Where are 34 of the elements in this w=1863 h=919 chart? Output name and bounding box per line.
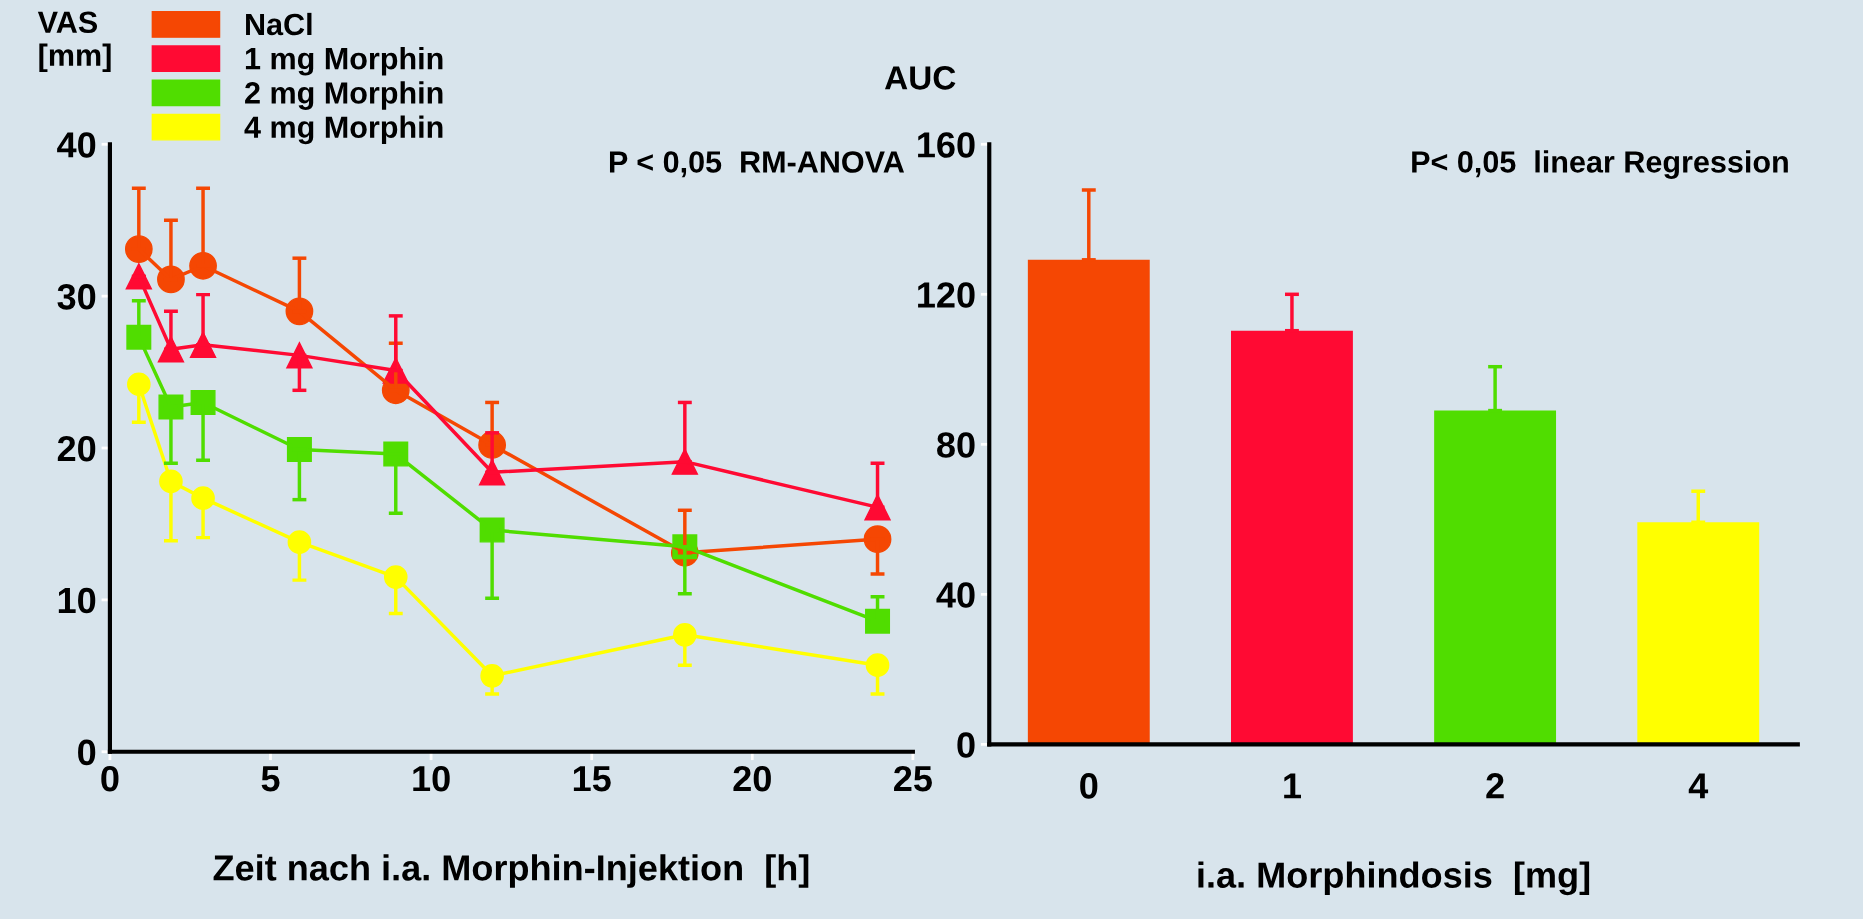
legend-label: 4 mg Morphin — [244, 115, 443, 145]
bar — [1231, 330, 1353, 745]
y-tick-label: 0 — [78, 739, 96, 766]
x-tick-label: 0 — [101, 765, 119, 792]
y-tick-label: 20 — [57, 435, 96, 462]
y-tick-label: 10 — [58, 587, 96, 614]
bar — [1637, 522, 1760, 745]
legend-label: 1 mg Morphin — [245, 47, 443, 76]
x-tick-label: 25 — [894, 765, 932, 792]
y-tick-label: 40 — [936, 582, 975, 608]
x-axis-title: Zeit nach i.a. Morphin-Injektion [h] — [213, 854, 809, 888]
x-tick-label: 5 — [261, 766, 280, 792]
y-tick-label: 0 — [957, 732, 975, 758]
y-tick-label: 160 — [918, 132, 975, 158]
legend-label: NaCl — [246, 12, 312, 36]
y-tick-label: 80 — [937, 432, 975, 458]
x-tick-label: 15 — [573, 766, 611, 792]
annotation: P < 0,05 RM-ANOVA — [609, 151, 905, 178]
y-tick-label: 40 — [57, 132, 96, 158]
annotation: P< 0,05 linear Regression — [1412, 150, 1788, 179]
y-axis-title: AUC — [884, 66, 956, 90]
bar — [1434, 410, 1557, 745]
bar — [1027, 259, 1150, 745]
x-tick-label: 20 — [733, 765, 771, 792]
x-tick-label: 1 — [1284, 773, 1301, 799]
x-axis-title: i.a. Morphindosis [mg] — [1198, 861, 1590, 896]
x-tick-label: 4 — [1688, 773, 1709, 799]
y-axis-title: VAS [mm] — [37, 11, 111, 73]
y-tick-label: 120 — [918, 282, 975, 308]
legend-label: 2 mg Morphin — [245, 81, 443, 110]
x-tick-label: 0 — [1080, 773, 1098, 799]
x-tick-label: 10 — [413, 765, 450, 792]
y-tick-label: 30 — [57, 284, 96, 310]
x-tick-label: 2 — [1486, 773, 1504, 799]
